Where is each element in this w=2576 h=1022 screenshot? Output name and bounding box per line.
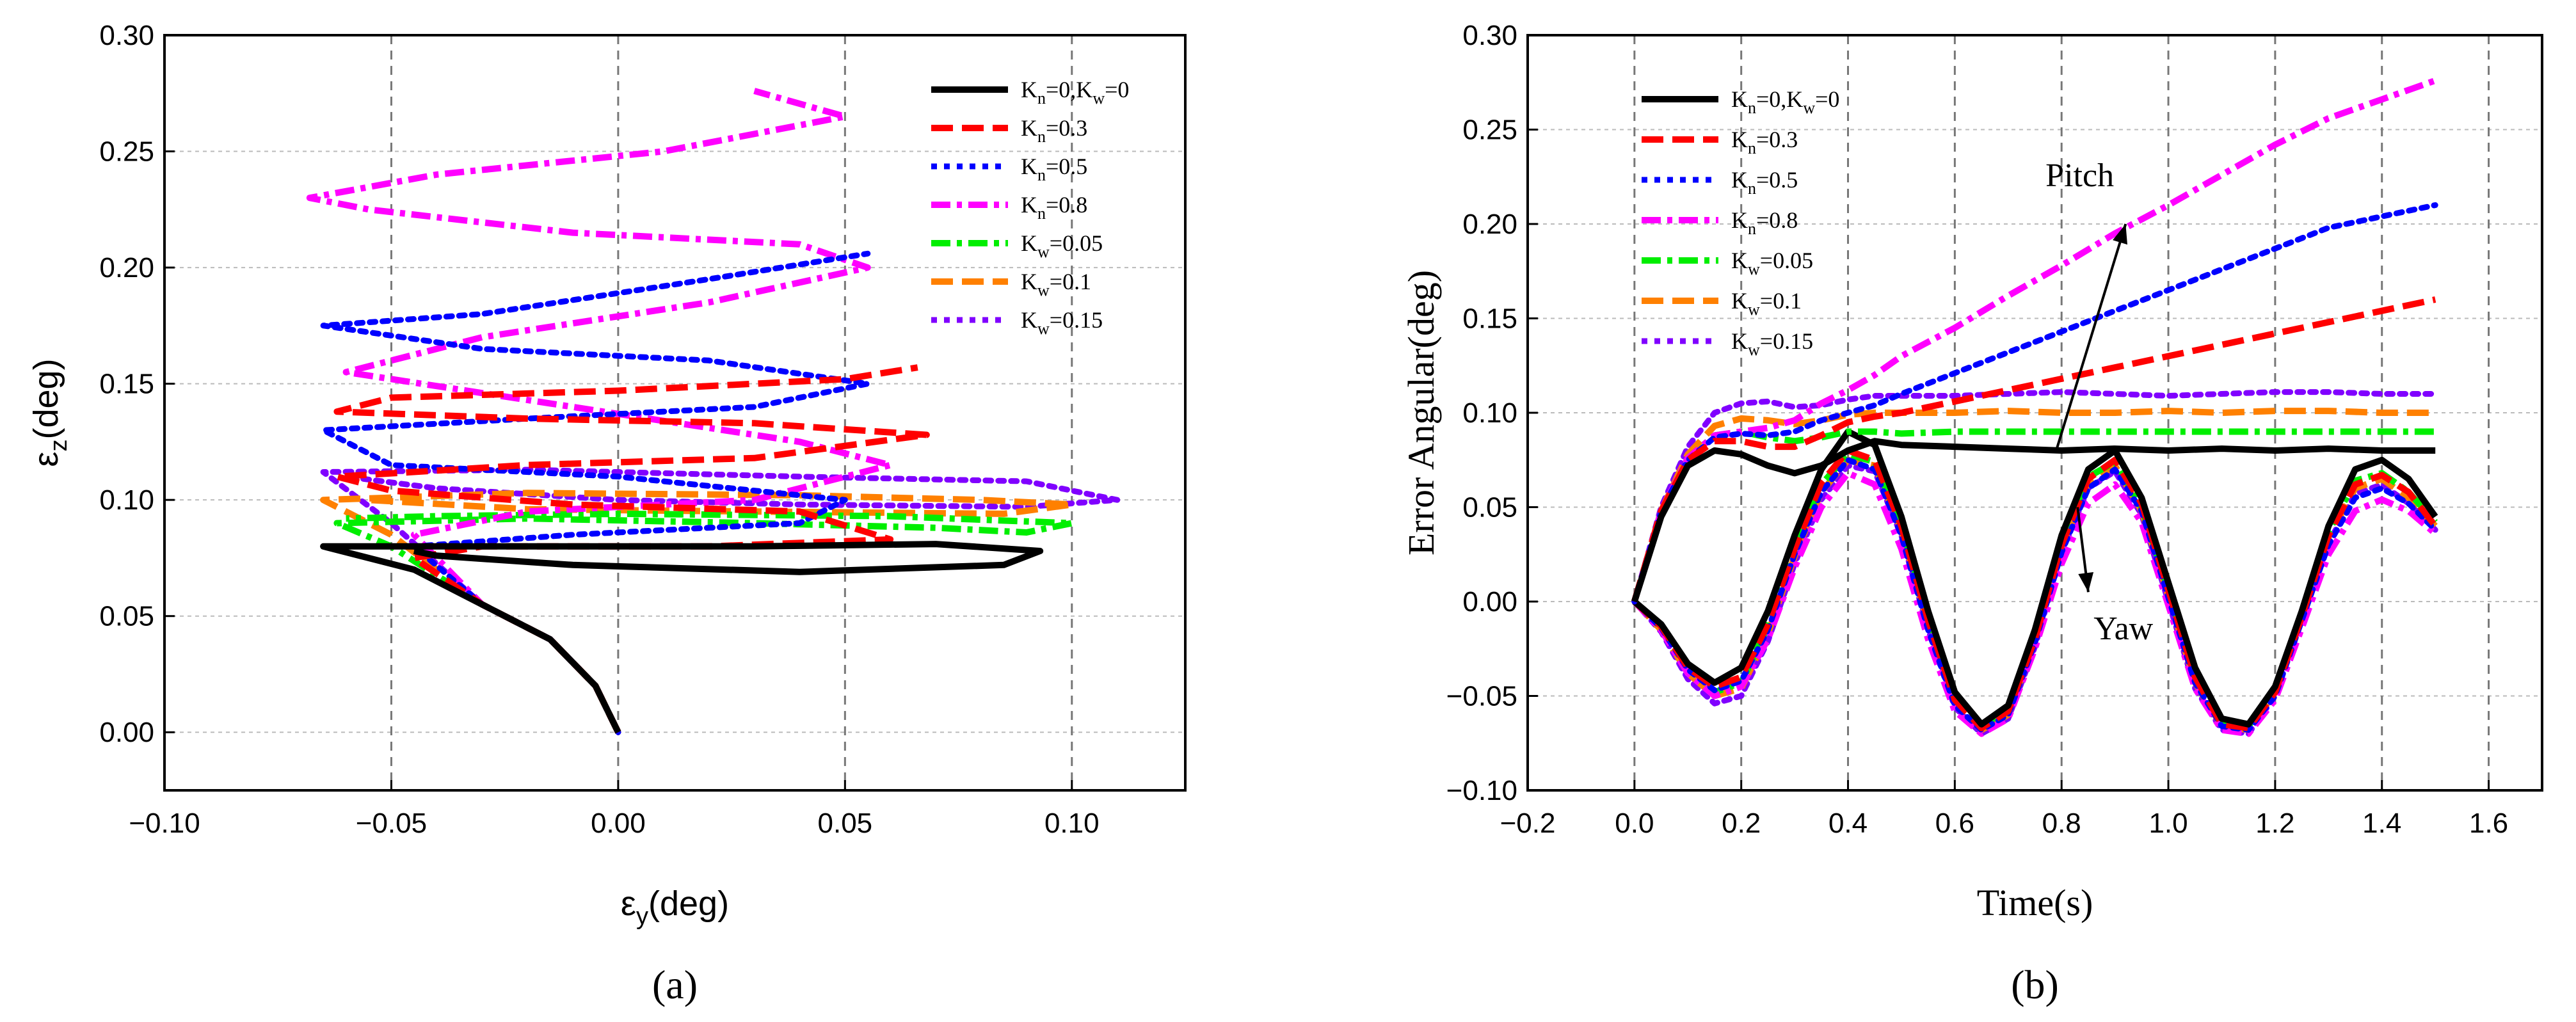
y-tick-label: 0.15 xyxy=(1462,303,1517,335)
legend-label: Kn=0.5 xyxy=(1731,167,1798,198)
y-tick-label: 0.00 xyxy=(1462,586,1517,618)
series-line xyxy=(1631,296,2436,603)
legend-label: Kn=0.8 xyxy=(1021,192,1087,223)
series-line xyxy=(306,88,894,734)
legend-label: Kn=0.3 xyxy=(1021,115,1087,146)
legend-label: Kw=0.1 xyxy=(1021,269,1091,299)
legend-label: Kn=0,Kw=0 xyxy=(1731,86,1839,117)
legend-label: Kw=0.05 xyxy=(1731,248,1813,278)
legend-label: Kn=0,Kw=0 xyxy=(1021,77,1129,108)
legend-label: Kn=0.8 xyxy=(1731,207,1798,238)
y-axis-label-b: Error Angular(deg) xyxy=(1400,270,1442,555)
legend-label: Kw=0.15 xyxy=(1021,307,1103,338)
plot-frame-a xyxy=(163,34,1187,792)
x-axis-label-b: Time(s) xyxy=(1977,882,2093,923)
y-tick-label: −0.05 xyxy=(1446,681,1517,712)
x-tick-label: 0.2 xyxy=(1722,808,1761,839)
y-tick-label: 0.25 xyxy=(1462,115,1517,146)
legend-label: Kw=0.05 xyxy=(1021,230,1103,261)
x-tick-label: 1.0 xyxy=(2148,808,2188,839)
yaw-annotation: Yaw xyxy=(2093,611,2153,647)
panel-label-a: (a) xyxy=(652,962,698,1007)
x-tick-label: −0.2 xyxy=(1500,808,1556,839)
y-tick-label: 0.05 xyxy=(99,601,154,632)
y-tick-label: 0.25 xyxy=(99,136,154,168)
x-tick-label: 0.8 xyxy=(2042,808,2081,839)
x-tick-label: 1.6 xyxy=(2469,808,2508,839)
yaw-arrowhead xyxy=(2078,571,2094,593)
series-line xyxy=(320,541,1044,734)
y-tick-label: 0.15 xyxy=(99,369,154,400)
x-tick-label: 0.05 xyxy=(818,808,873,839)
y-tick-label: 0.00 xyxy=(99,717,154,748)
x-tick-label: 0.0 xyxy=(1615,808,1654,839)
pitch-arrow xyxy=(2054,223,2127,451)
legend-label: Kw=0.15 xyxy=(1731,328,1813,359)
x-tick-label: 1.4 xyxy=(2362,808,2401,839)
legend-label: Kw=0.1 xyxy=(1731,288,1802,319)
series-line xyxy=(1632,447,2438,731)
annotations-b: Pitch Yaw xyxy=(2045,157,2154,647)
pitch-annotation: Pitch xyxy=(2045,157,2114,194)
legend-a: Kn=0,Kw=0 Kn=0.3 Kn=0.5 Kn=0.8 Kw=0.05 Kw=0.1… xyxy=(931,77,1129,338)
x-tick-label: 0.4 xyxy=(1828,808,1868,839)
chart-panel-b: −0.2 0.0 0.2 0.4 0.6 0.8 1.0 1.2 1.4 1.6 −0.10 −0.0… xyxy=(1400,20,2543,1007)
ticks-b: −0.2 0.0 0.2 0.4 0.6 0.8 1.0 1.2 1.4 1.6 −0.10 −0.0… xyxy=(1446,20,2509,839)
y-tick-label: 0.20 xyxy=(99,252,154,283)
y-tick-label: 0.10 xyxy=(99,484,154,516)
ticks-a: −0.10 −0.05 0.00 0.05 0.10 0.00 0.05 0.10 0.15 0.… xyxy=(99,20,1099,839)
series-line xyxy=(333,510,1075,734)
y-tick-label: 0.30 xyxy=(99,20,154,51)
pitch-arrowhead xyxy=(2113,224,2128,245)
legend-label: Kn=0.3 xyxy=(1731,127,1798,157)
y-tick-label: 0.05 xyxy=(1462,492,1517,523)
series-a xyxy=(306,88,1121,735)
series-line xyxy=(333,364,930,734)
series-line xyxy=(1631,389,2438,605)
x-axis-label-a: εy(deg) xyxy=(621,884,729,930)
x-tick-label: 0.6 xyxy=(1935,808,1974,839)
y-tick-label: 0.20 xyxy=(1462,209,1517,240)
series-line xyxy=(1631,438,2436,603)
series-line xyxy=(1631,202,2438,605)
x-tick-label: 0.10 xyxy=(1044,808,1100,839)
legend-b: Kn=0,Kw=0 Kn=0.3 Kn=0.5 Kn=0.8 Kw=0.05 Kw=0.1… xyxy=(1642,86,1839,359)
panel-label-b: (b) xyxy=(2011,962,2059,1007)
y-tick-label: 0.10 xyxy=(1462,397,1517,429)
series-line xyxy=(320,250,871,735)
series-line xyxy=(1632,428,2438,728)
x-tick-label: −0.05 xyxy=(356,808,427,839)
chart-panel-a: −0.10 −0.05 0.00 0.05 0.10 0.00 0.05 0.10 0.15 0.… xyxy=(27,20,1187,1007)
x-tick-label: 1.2 xyxy=(2255,808,2294,839)
x-tick-label: −0.10 xyxy=(129,808,200,839)
x-tick-label: 0.00 xyxy=(591,808,646,839)
y-tick-label: 0.30 xyxy=(1462,20,1517,51)
y-tick-label: −0.10 xyxy=(1446,775,1517,806)
y-axis-label-a: εz(deg) xyxy=(27,358,72,467)
legend-label: Kn=0.5 xyxy=(1021,154,1087,184)
series-b xyxy=(1631,77,2438,737)
